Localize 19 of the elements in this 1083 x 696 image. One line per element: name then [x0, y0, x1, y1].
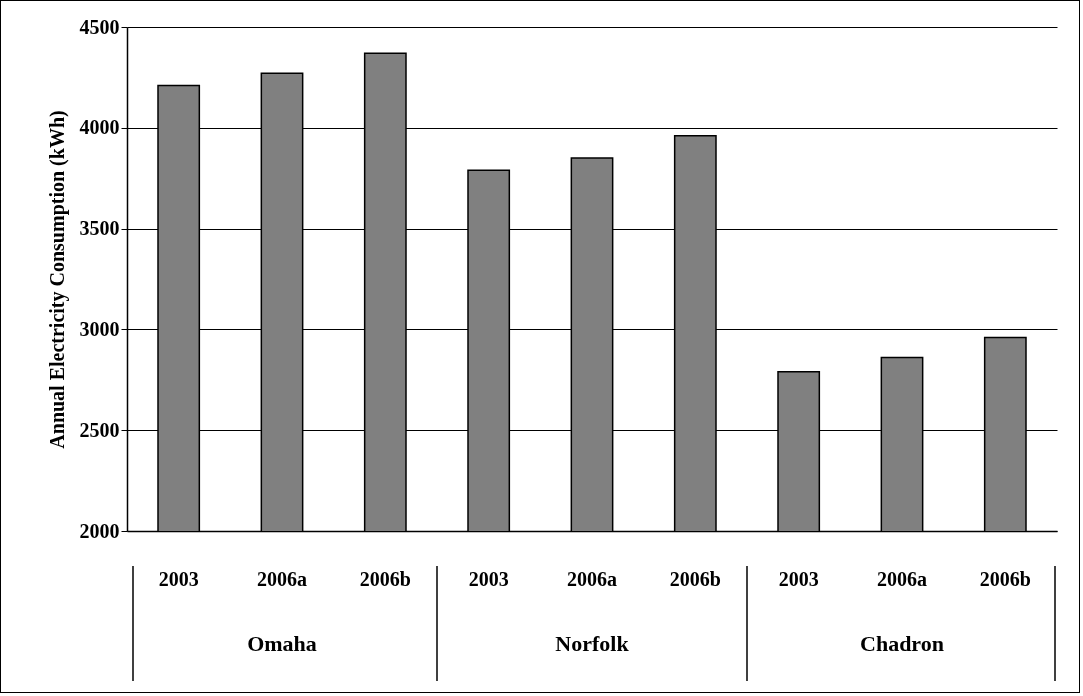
text: Omaha: [247, 631, 317, 656]
y-tick-label: 4000: [79, 116, 120, 139]
y-tick-label: 3000: [79, 317, 120, 340]
text: Chadron: [860, 631, 944, 656]
y-tick-label: 3500: [79, 217, 120, 240]
text: Norfolk: [555, 631, 630, 656]
y-tick-label: 2000: [79, 519, 120, 542]
y-tick-label: 2500: [79, 418, 120, 441]
x-tick-label: 2006a: [877, 567, 927, 590]
y-axis-title: Annual Electricity Consumption (kWh): [45, 110, 69, 449]
x-tick-label: 2006b: [359, 567, 411, 590]
y-tick-label: 4500: [79, 15, 120, 38]
x-tick-label: 2006b: [979, 567, 1031, 590]
x-tick-label: 2006a: [257, 567, 307, 590]
x-tick-label: 2003: [778, 567, 819, 590]
x-tick-label: 2006a: [567, 567, 617, 590]
x-tick-label: 2006b: [669, 567, 721, 590]
x-tick-label: 2003: [468, 567, 509, 590]
x-tick-label: 2003: [158, 567, 199, 590]
